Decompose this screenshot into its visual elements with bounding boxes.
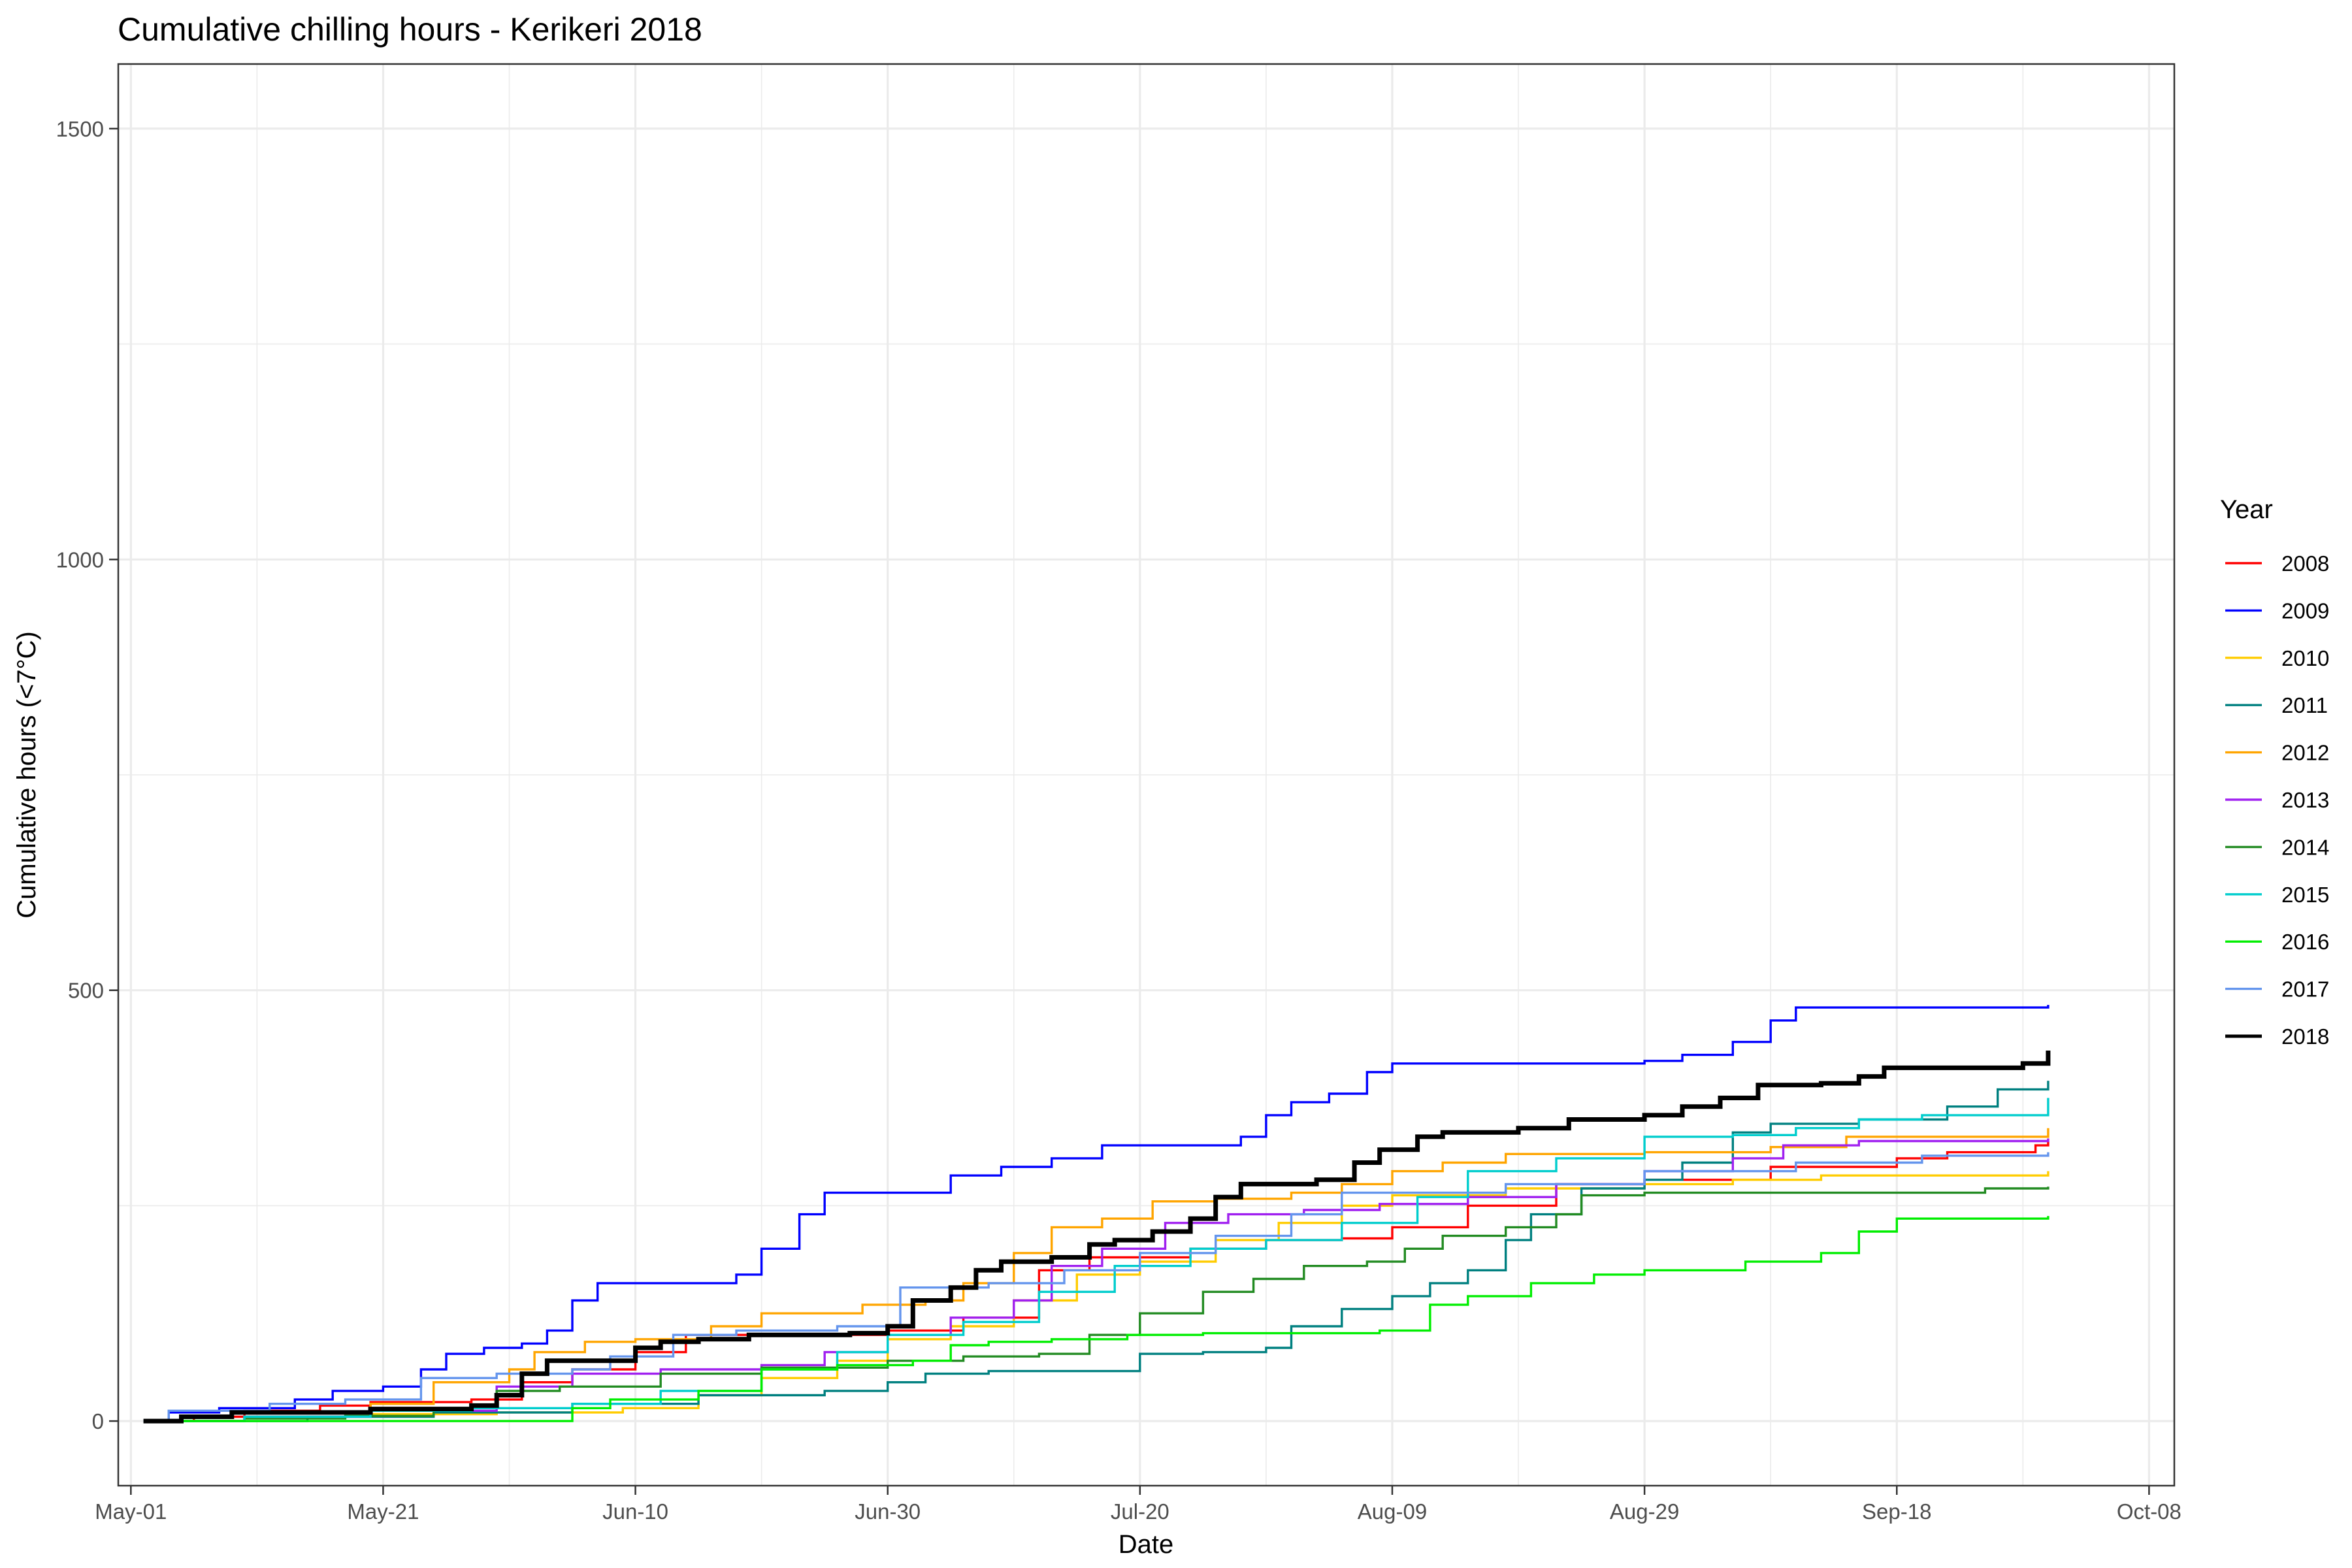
y-tick-label: 1000: [56, 547, 104, 572]
x-tick-label: May-01: [95, 1499, 167, 1524]
x-axis-title: Date: [1119, 1530, 1174, 1559]
chart-title: Cumulative chilling hours - Kerikeri 201…: [118, 11, 702, 48]
legend: Year 2008 2009 2010 2011 2012 2013 2014 2015 201…: [2220, 495, 2329, 1049]
series-line-2014: [143, 1186, 2050, 1422]
legend-title: Year: [2220, 495, 2273, 524]
series-line-2016: [143, 1216, 2050, 1422]
y-tick-label: 500: [68, 979, 104, 1003]
legend-label-2012: 2012: [2281, 741, 2329, 765]
series-lines: [143, 1005, 2051, 1424]
legend-label-2008: 2008: [2281, 551, 2329, 576]
legend-label-2013: 2013: [2281, 788, 2329, 812]
x-tick-label: Jun-30: [855, 1499, 921, 1524]
x-tick-label: Jul-20: [1111, 1499, 1169, 1524]
x-tick-label: Oct-08: [2117, 1499, 2181, 1524]
legend-label-2016: 2016: [2281, 930, 2329, 954]
plot-border: [117, 63, 2176, 1487]
y-axis: 0 500 1000 1500: [56, 117, 118, 1433]
legend-label-2011: 2011: [2281, 693, 2328, 717]
y-tick-label: 1500: [56, 117, 104, 141]
x-tick-label: Aug-09: [1358, 1499, 1427, 1524]
legend-label-2010: 2010: [2281, 646, 2329, 670]
legend-label-2017: 2017: [2281, 977, 2329, 1002]
y-tick-label: 0: [92, 1409, 104, 1433]
series-line-2012: [143, 1128, 2050, 1422]
series-line-2015: [143, 1098, 2050, 1422]
series-line-2017: [143, 1152, 2050, 1422]
x-axis: May-01 May-21 Jun-10 Jun-30 Jul-20 Aug-09 Aug-…: [95, 1486, 2181, 1524]
series-line-2018: [143, 1051, 2051, 1424]
x-tick-label: Aug-29: [1610, 1499, 1679, 1524]
x-tick-label: Sep-18: [1862, 1499, 1931, 1524]
x-tick-label: Jun-10: [602, 1499, 668, 1524]
legend-label-2015: 2015: [2281, 883, 2329, 907]
y-axis-title: Cumulative hours (<7°C): [12, 631, 41, 919]
minor-gridlines: [118, 64, 2174, 1486]
legend-label-2009: 2009: [2281, 598, 2329, 623]
legend-label-2014: 2014: [2281, 835, 2329, 859]
series-line-2011: [143, 1081, 2050, 1422]
legend-label-2018: 2018: [2281, 1024, 2329, 1049]
x-tick-label: May-21: [347, 1499, 419, 1524]
